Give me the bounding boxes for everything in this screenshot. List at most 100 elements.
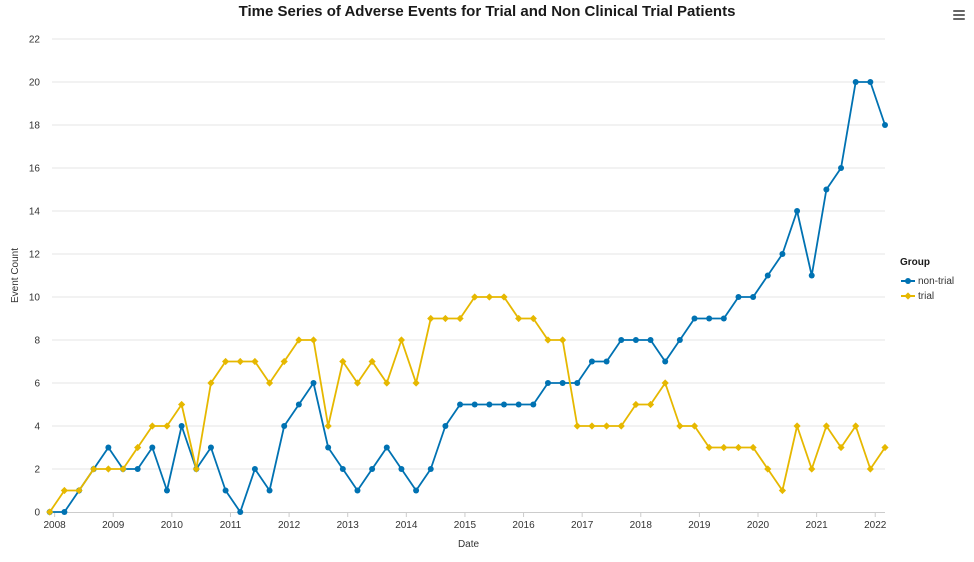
data-point-trial[interactable] — [104, 465, 112, 473]
data-point-trial[interactable] — [265, 379, 274, 387]
data-point-non-trial[interactable] — [647, 337, 654, 343]
data-point-trial[interactable] — [881, 443, 889, 452]
data-point-non-trial[interactable] — [237, 509, 244, 515]
data-point-trial[interactable] — [573, 422, 581, 430]
data-point-trial[interactable] — [280, 357, 288, 366]
data-point-trial[interactable] — [192, 465, 200, 473]
data-point-non-trial[interactable] — [486, 401, 493, 408]
data-point-trial[interactable] — [441, 314, 449, 323]
data-point-trial[interactable] — [720, 443, 728, 452]
data-point-non-trial[interactable] — [149, 444, 156, 451]
data-point-non-trial[interactable] — [603, 358, 610, 365]
data-point-trial[interactable] — [295, 336, 303, 344]
legend-item-non-trial[interactable]: non-trial — [901, 276, 954, 287]
data-point-trial[interactable] — [734, 443, 743, 452]
data-point-trial[interactable] — [383, 379, 391, 387]
data-point-trial[interactable] — [75, 486, 83, 495]
data-point-trial[interactable] — [134, 443, 142, 452]
hamburger-menu-icon[interactable] — [950, 6, 968, 24]
data-point-non-trial[interactable] — [676, 337, 683, 343]
data-point-trial[interactable] — [515, 314, 523, 323]
data-point-trial[interactable] — [632, 400, 640, 409]
data-point-non-trial[interactable] — [794, 208, 801, 214]
data-point-trial[interactable] — [309, 336, 318, 344]
data-point-non-trial[interactable] — [207, 444, 214, 451]
data-point-non-trial[interactable] — [134, 466, 141, 472]
data-point-trial[interactable] — [852, 422, 860, 430]
data-point-trial[interactable] — [822, 422, 830, 430]
data-point-non-trial[interactable] — [574, 380, 581, 386]
data-point-non-trial[interactable] — [544, 380, 551, 386]
data-point-trial[interactable] — [602, 422, 611, 430]
data-point-trial[interactable] — [163, 422, 171, 430]
data-point-trial[interactable] — [690, 422, 699, 430]
legend[interactable]: Group non-trial trial — [900, 257, 954, 302]
data-point-trial[interactable] — [221, 357, 230, 366]
data-point-trial[interactable] — [251, 357, 259, 366]
data-point-trial[interactable] — [749, 443, 757, 452]
data-point-non-trial[interactable] — [735, 294, 742, 300]
data-point-trial[interactable] — [46, 508, 54, 516]
data-point-non-trial[interactable] — [61, 509, 68, 515]
data-point-non-trial[interactable] — [222, 487, 229, 494]
data-point-non-trial[interactable] — [457, 401, 464, 408]
data-point-non-trial[interactable] — [178, 423, 185, 429]
data-point-trial[interactable] — [148, 422, 156, 430]
data-point-trial[interactable] — [778, 486, 787, 495]
data-point-trial[interactable] — [837, 443, 845, 452]
data-point-trial[interactable] — [793, 422, 801, 430]
data-point-non-trial[interactable] — [530, 401, 537, 408]
data-point-trial[interactable] — [646, 400, 655, 409]
data-point-non-trial[interactable] — [442, 423, 449, 429]
data-point-trial[interactable] — [676, 422, 684, 430]
data-point-trial[interactable] — [427, 314, 435, 323]
data-point-trial[interactable] — [456, 314, 464, 323]
data-point-trial[interactable] — [178, 400, 186, 409]
data-point-non-trial[interactable] — [559, 380, 566, 386]
data-point-non-trial[interactable] — [618, 337, 625, 343]
data-point-non-trial[interactable] — [779, 251, 786, 257]
data-point-trial[interactable] — [471, 293, 479, 301]
legend-swatch-marker[interactable] — [905, 278, 911, 284]
data-point-non-trial[interactable] — [691, 315, 698, 322]
data-point-non-trial[interactable] — [427, 466, 434, 472]
data-point-non-trial[interactable] — [163, 487, 170, 494]
data-point-trial[interactable] — [588, 422, 596, 430]
data-point-non-trial[interactable] — [251, 466, 258, 472]
data-point-non-trial[interactable] — [501, 401, 508, 408]
data-point-trial[interactable] — [705, 443, 713, 452]
data-point-non-trial[interactable] — [882, 122, 888, 128]
data-point-trial[interactable] — [617, 422, 625, 430]
data-point-trial[interactable] — [764, 465, 772, 473]
data-point-non-trial[interactable] — [867, 79, 874, 85]
data-point-non-trial[interactable] — [588, 358, 595, 365]
data-point-non-trial[interactable] — [281, 423, 288, 429]
data-point-non-trial[interactable] — [632, 337, 639, 343]
data-point-non-trial[interactable] — [383, 444, 390, 451]
data-point-trial[interactable] — [485, 293, 493, 301]
data-point-trial[interactable] — [119, 465, 127, 473]
data-point-trial[interactable] — [544, 336, 552, 344]
data-point-non-trial[interactable] — [720, 315, 727, 322]
data-point-trial[interactable] — [397, 336, 406, 344]
data-point-non-trial[interactable] — [471, 401, 478, 408]
data-point-non-trial[interactable] — [515, 401, 522, 408]
data-point-trial[interactable] — [207, 379, 215, 387]
data-point-trial[interactable] — [60, 486, 69, 495]
data-point-non-trial[interactable] — [339, 466, 346, 472]
data-point-trial[interactable] — [324, 422, 332, 430]
data-point-non-trial[interactable] — [838, 165, 845, 171]
data-point-non-trial[interactable] — [398, 466, 405, 472]
data-point-non-trial[interactable] — [369, 466, 376, 472]
data-point-trial[interactable] — [559, 336, 567, 344]
data-point-non-trial[interactable] — [354, 487, 361, 494]
data-point-trial[interactable] — [808, 465, 816, 473]
data-point-non-trial[interactable] — [266, 487, 273, 494]
legend-swatch-marker[interactable] — [904, 292, 912, 300]
data-point-trial[interactable] — [236, 357, 244, 366]
data-point-trial[interactable] — [529, 314, 537, 323]
data-point-non-trial[interactable] — [750, 294, 757, 300]
data-point-non-trial[interactable] — [852, 79, 859, 85]
data-point-trial[interactable] — [90, 465, 98, 473]
data-point-trial[interactable] — [412, 379, 420, 387]
